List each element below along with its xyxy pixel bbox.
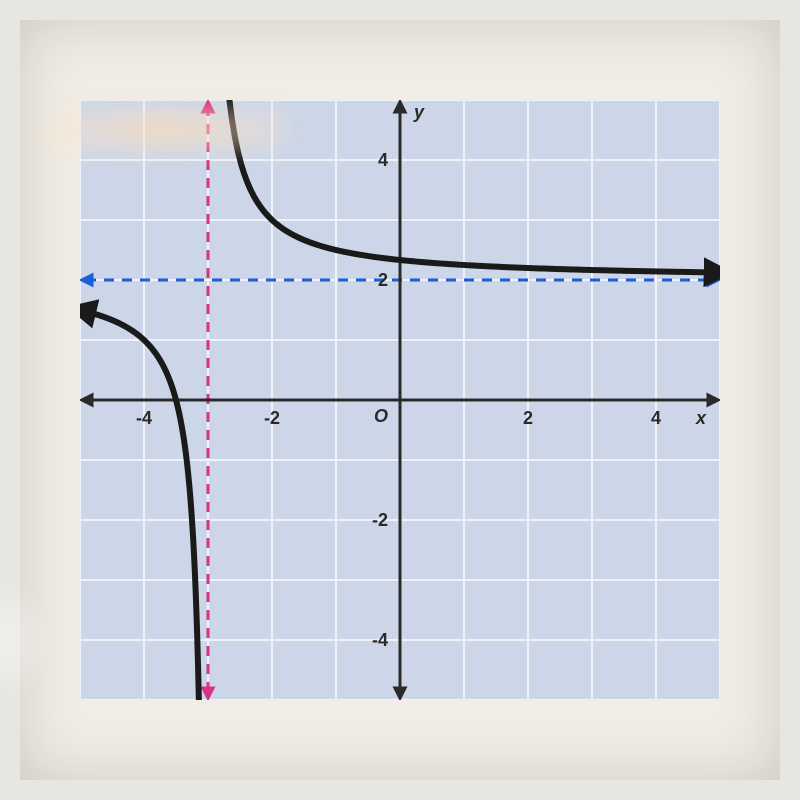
svg-text:-2: -2 bbox=[264, 408, 280, 428]
svg-text:4: 4 bbox=[378, 150, 388, 170]
svg-text:-4: -4 bbox=[372, 630, 388, 650]
svg-text:-2: -2 bbox=[372, 510, 388, 530]
svg-text:4: 4 bbox=[651, 408, 661, 428]
svg-text:O: O bbox=[374, 406, 388, 426]
svg-text:y: y bbox=[413, 102, 425, 122]
graph-container: -4 -2 2 4 -4 -2 2 4 Ox y bbox=[80, 100, 720, 700]
svg-text:x: x bbox=[695, 408, 707, 428]
svg-text:2: 2 bbox=[523, 408, 533, 428]
photo-glare-2 bbox=[0, 580, 50, 700]
svg-text:-4: -4 bbox=[136, 408, 152, 428]
svg-text:2: 2 bbox=[378, 270, 388, 290]
photo-frame: -4 -2 2 4 -4 -2 2 4 Ox y bbox=[20, 20, 780, 780]
function-graph: -4 -2 2 4 -4 -2 2 4 Ox y bbox=[80, 100, 720, 700]
